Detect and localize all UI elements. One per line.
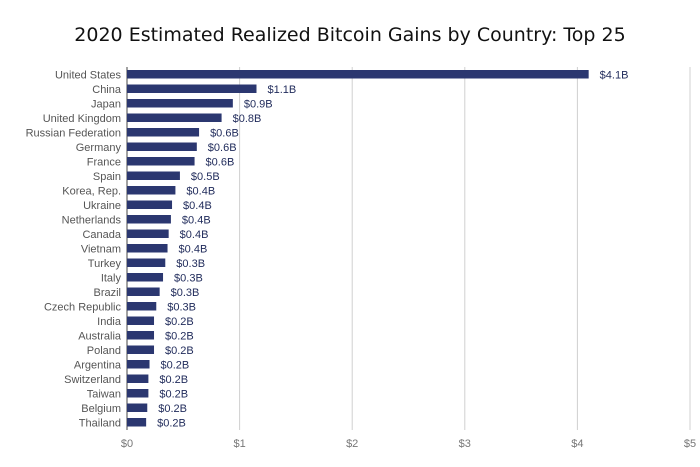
- category-label: Vietnam: [81, 243, 121, 255]
- bar: [127, 244, 168, 253]
- bar: [127, 171, 180, 180]
- bar: [127, 99, 233, 108]
- category-label: Japan: [91, 98, 121, 110]
- bar: [127, 229, 169, 238]
- value-label: $0.2B: [165, 330, 194, 342]
- bar: [127, 302, 157, 311]
- category-label: India: [97, 316, 122, 328]
- bar: [127, 113, 222, 122]
- chart-title: 2020 Estimated Realized Bitcoin Gains by…: [74, 24, 626, 46]
- value-label: $0.4B: [180, 229, 209, 241]
- bar: [127, 403, 148, 412]
- category-label: Brazil: [93, 287, 121, 299]
- value-label: $0.8B: [233, 113, 262, 125]
- category-label: United Kingdom: [43, 113, 121, 125]
- category-label: China: [92, 84, 122, 96]
- value-label: $1.1B: [267, 84, 296, 96]
- category-label: Korea, Rep.: [62, 185, 121, 197]
- bar: [127, 84, 257, 93]
- category-label: Canada: [82, 229, 121, 241]
- value-label: $0.2B: [165, 345, 194, 357]
- bar: [127, 374, 149, 383]
- bar: [127, 418, 147, 427]
- bar: [127, 215, 171, 224]
- category-label: Germany: [76, 142, 122, 154]
- bar: [127, 273, 164, 282]
- value-label: $0.4B: [186, 185, 215, 197]
- x-tick-label: $1: [233, 438, 245, 450]
- category-label: Taiwan: [87, 388, 121, 400]
- category-label: Argentina: [74, 359, 122, 371]
- value-label: $0.3B: [176, 258, 205, 270]
- bar: [127, 200, 173, 209]
- value-label: $4.1B: [600, 69, 629, 81]
- value-label: $0.2B: [161, 359, 190, 371]
- category-label: Poland: [87, 345, 121, 357]
- category-label: Russian Federation: [26, 127, 121, 139]
- value-label: $0.6B: [206, 156, 235, 168]
- value-label: $0.6B: [210, 127, 239, 139]
- category-label: Czech Republic: [44, 301, 122, 313]
- bar: [127, 258, 166, 267]
- category-label: Netherlands: [62, 214, 122, 226]
- value-label: $0.3B: [167, 301, 196, 313]
- bar: [127, 360, 150, 369]
- bar: [127, 186, 176, 195]
- value-label: $0.6B: [208, 142, 237, 154]
- bar: [127, 128, 200, 137]
- bar: [127, 331, 155, 340]
- bar: [127, 157, 195, 166]
- x-tick-label: $5: [684, 438, 696, 450]
- bar: [127, 389, 149, 398]
- category-label: Ukraine: [83, 200, 121, 212]
- value-label: $0.3B: [174, 272, 203, 284]
- x-tick-label: $2: [346, 438, 358, 450]
- x-tick-label: $4: [571, 438, 583, 450]
- category-label: Switzerland: [64, 374, 121, 386]
- x-tick-label: $0: [121, 438, 133, 450]
- value-label: $0.2B: [157, 417, 186, 429]
- category-label: Belgium: [81, 403, 121, 415]
- value-label: $0.2B: [159, 388, 188, 400]
- bar: [127, 316, 155, 325]
- bar: [127, 142, 197, 151]
- value-label: $0.4B: [182, 214, 211, 226]
- value-label: $0.2B: [159, 374, 188, 386]
- value-label: $0.2B: [158, 403, 187, 415]
- value-label: $0.9B: [244, 98, 273, 110]
- value-label: $0.3B: [171, 287, 200, 299]
- bar: [127, 345, 155, 354]
- x-tick-label: $3: [459, 438, 471, 450]
- category-label: Australia: [78, 330, 122, 342]
- value-label: $0.4B: [183, 200, 212, 212]
- category-label: France: [87, 156, 121, 168]
- value-label: $0.5B: [191, 171, 220, 183]
- value-label: $0.4B: [179, 243, 208, 255]
- category-label: Italy: [101, 272, 122, 284]
- category-label: United States: [55, 69, 122, 81]
- value-label: $0.2B: [165, 316, 194, 328]
- category-label: Spain: [93, 171, 121, 183]
- category-label: Thailand: [79, 417, 121, 429]
- category-label: Turkey: [88, 258, 122, 270]
- bar: [127, 70, 589, 79]
- bar: [127, 287, 160, 296]
